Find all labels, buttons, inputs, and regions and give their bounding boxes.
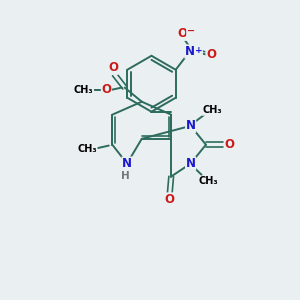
Text: N: N xyxy=(186,157,196,170)
Text: O: O xyxy=(224,138,235,151)
Text: O: O xyxy=(101,83,111,96)
Text: +: + xyxy=(195,46,202,55)
Text: O: O xyxy=(108,61,118,74)
Text: H: H xyxy=(121,171,130,181)
Text: CH₃: CH₃ xyxy=(202,105,222,115)
Text: O: O xyxy=(165,193,175,206)
Text: O: O xyxy=(178,27,188,40)
Text: N: N xyxy=(186,119,196,132)
Text: CH₃: CH₃ xyxy=(77,144,97,154)
Text: CH₃: CH₃ xyxy=(74,85,94,95)
Text: CH₃: CH₃ xyxy=(199,176,218,186)
Text: O: O xyxy=(206,48,216,61)
Text: N: N xyxy=(185,45,195,58)
Text: −: − xyxy=(187,26,195,36)
Text: N: N xyxy=(122,157,132,170)
